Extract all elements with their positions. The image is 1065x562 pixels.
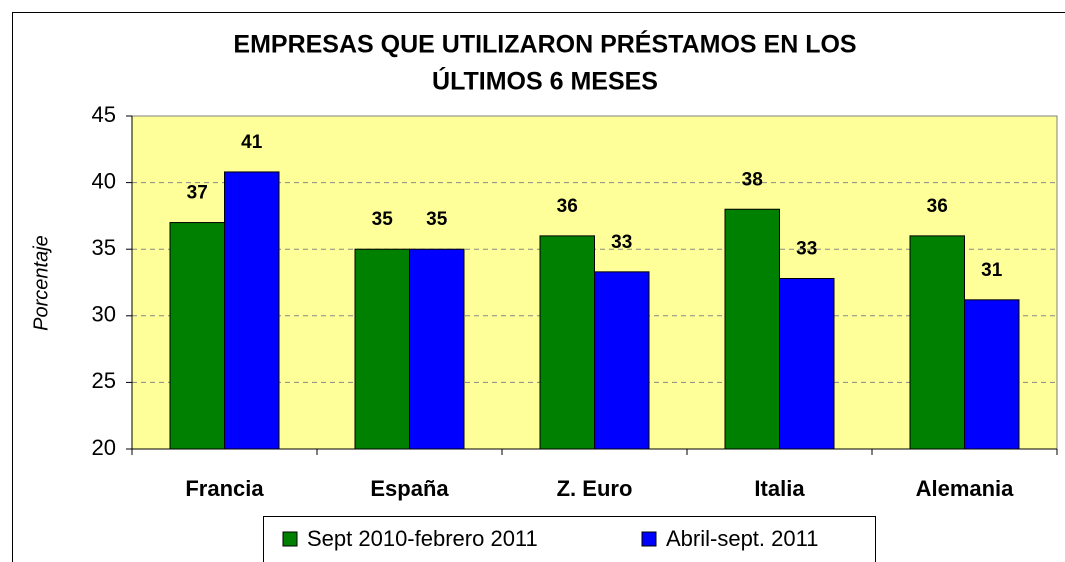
- data-label: 37: [187, 183, 208, 204]
- legend-box: [263, 516, 876, 562]
- x-tick-label: España: [370, 476, 449, 501]
- legend-label: Abril-sept. 2011: [666, 526, 818, 551]
- bar: [724, 208, 780, 450]
- legend-label: Sept 2010-febrero 2011: [307, 526, 538, 551]
- x-tick-label: Alemania: [916, 476, 1015, 501]
- data-label: 36: [557, 196, 578, 217]
- y-tick-label: 35: [92, 235, 116, 260]
- data-label: 41: [241, 132, 263, 153]
- bar: [909, 235, 965, 450]
- bar: [224, 171, 280, 450]
- bar: [354, 248, 410, 450]
- y-axis-label: Porcentaje: [30, 235, 52, 331]
- bar: [169, 222, 225, 450]
- data-label: 31: [981, 260, 1003, 281]
- legend-swatch: [641, 531, 657, 547]
- x-tick-label: Z. Euro: [557, 476, 633, 501]
- bar: [964, 299, 1020, 450]
- x-tick-label: Italia: [754, 476, 805, 501]
- bar: [779, 278, 835, 450]
- data-label: 38: [742, 169, 763, 190]
- bar: [539, 235, 595, 450]
- y-tick-label: 20: [92, 435, 116, 460]
- y-tick-label: 45: [92, 102, 116, 127]
- chart-title: ÚLTIMOS 6 MESES: [432, 66, 658, 96]
- x-tick-label: Francia: [185, 476, 264, 501]
- data-label: 36: [927, 196, 948, 217]
- data-label: 33: [796, 239, 817, 260]
- y-tick-label: 25: [92, 368, 116, 393]
- data-label: 35: [372, 209, 394, 230]
- data-label: 35: [426, 209, 448, 230]
- bar: [409, 248, 465, 450]
- chart-title: EMPRESAS QUE UTILIZARON PRÉSTAMOS EN LOS: [233, 30, 856, 59]
- y-tick-label: 30: [92, 302, 116, 327]
- bar: [594, 271, 650, 450]
- legend-swatch: [282, 531, 298, 547]
- y-tick-label: 40: [92, 168, 116, 193]
- data-label: 33: [611, 232, 632, 253]
